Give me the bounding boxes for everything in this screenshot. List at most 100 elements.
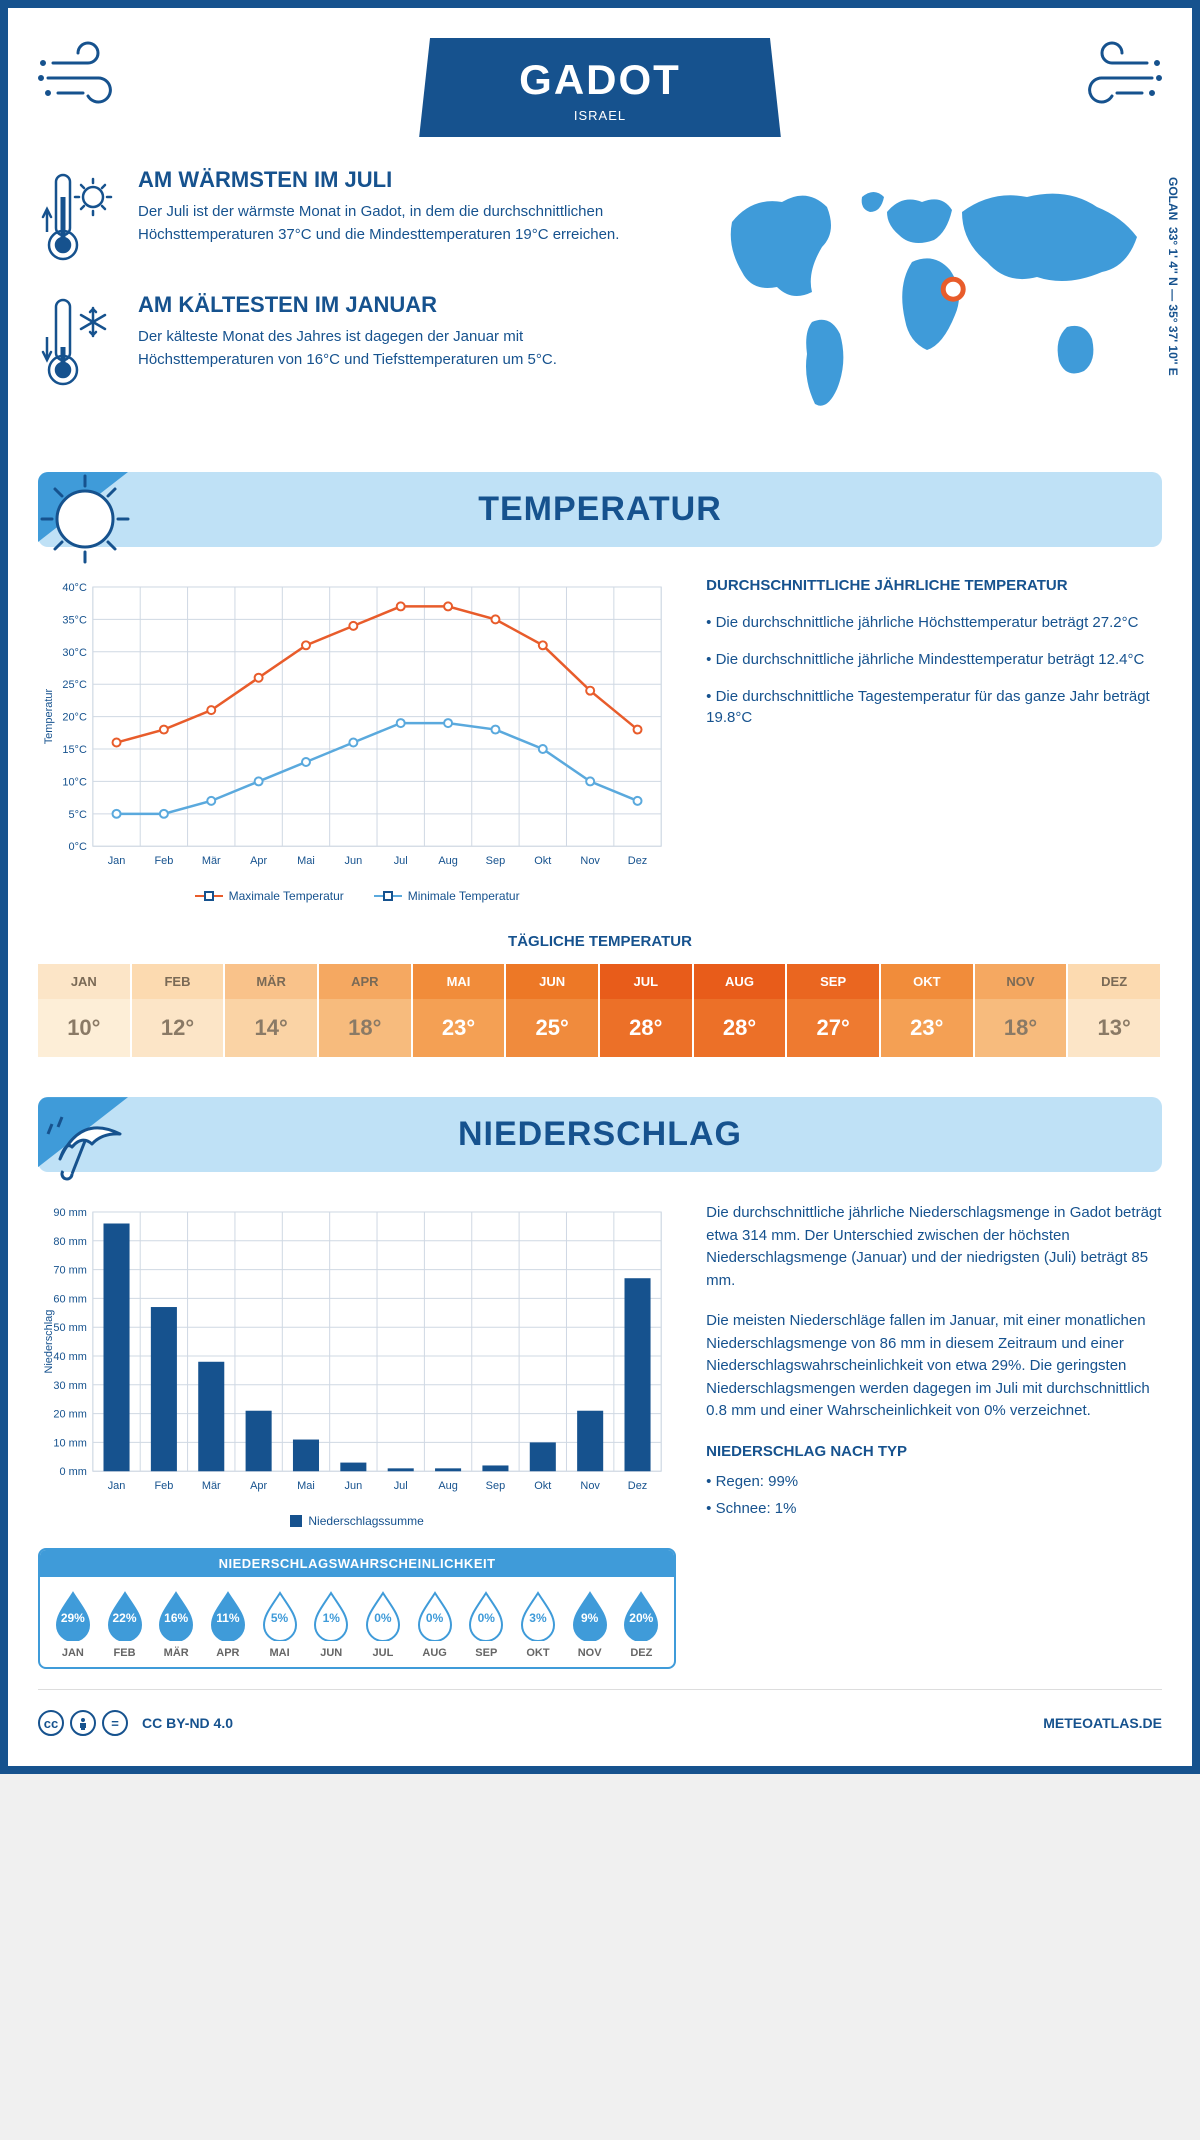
daily-value: 10° (38, 999, 132, 1057)
daily-month: JUN (506, 964, 600, 999)
svg-text:Niederschlag: Niederschlag (43, 1310, 55, 1374)
svg-text:20°C: 20°C (62, 712, 87, 724)
by-icon (70, 1710, 96, 1736)
svg-text:10°C: 10°C (62, 776, 87, 788)
svg-text:Aug: Aug (438, 855, 458, 867)
license-text: CC BY-ND 4.0 (142, 1715, 233, 1731)
world-map (682, 167, 1162, 427)
daily-month: FEB (132, 964, 226, 999)
svg-text:Nov: Nov (580, 855, 600, 867)
header: GADOT ISRAEL (38, 38, 1162, 137)
precipitation-title: NIEDERSCHLAG (38, 1115, 1162, 1154)
map-area: GOLAN 33° 1' 4'' N — 35° 37' 10'' E (682, 167, 1162, 432)
precipitation-legend: Niederschlagssumme (38, 1514, 676, 1528)
svg-text:Mai: Mai (297, 855, 315, 867)
probability-grid: 29% JAN 22% FEB 16% MÄR 11% (40, 1577, 674, 1667)
daily-value: 28° (600, 999, 694, 1057)
daily-month: JUL (600, 964, 694, 999)
svg-text:50 mm: 50 mm (53, 1322, 86, 1334)
prob-cell: 29% JAN (48, 1589, 98, 1659)
svg-text:Feb: Feb (154, 1480, 173, 1492)
nd-icon: = (102, 1710, 128, 1736)
svg-text:Jan: Jan (108, 855, 126, 867)
prob-cell: 20% DEZ (616, 1589, 666, 1659)
svg-text:Mai: Mai (297, 1480, 315, 1492)
title-banner: GADOT ISRAEL (419, 38, 781, 137)
prob-cell: 3% OKT (513, 1589, 563, 1659)
top-info: AM WÄRMSTEN IM JULI Der Juli ist der wär… (38, 167, 1162, 432)
temp-info-b2: • Die durchschnittliche jährliche Mindes… (706, 649, 1162, 670)
prob-cell: 9% NOV (565, 1589, 615, 1659)
daily-grid: JANFEBMÄRAPRMAIJUNJULAUGSEPOKTNOVDEZ10°1… (38, 962, 1162, 1057)
prob-cell: 5% MAI (255, 1589, 305, 1659)
svg-text:Aug: Aug (438, 1480, 458, 1492)
daily-month: MÄR (225, 964, 319, 999)
probability-title: NIEDERSCHLAGSWAHRSCHEINLICHKEIT (40, 1550, 674, 1577)
warmest-fact: AM WÄRMSTEN IM JULI Der Juli ist der wär… (38, 167, 642, 267)
daily-value: 12° (132, 999, 226, 1057)
svg-text:Sep: Sep (486, 855, 506, 867)
svg-text:Nov: Nov (580, 1480, 600, 1492)
cc-icon: cc (38, 1710, 64, 1736)
svg-text:Jul: Jul (394, 1480, 408, 1492)
temperature-legend: Maximale Temperatur Minimale Temperatur (38, 889, 676, 903)
svg-text:0 mm: 0 mm (59, 1466, 86, 1478)
page: GADOT ISRAEL (0, 0, 1200, 1774)
coldest-title: AM KÄLTESTEN IM JANUAR (138, 292, 642, 318)
prob-cell: 0% JUL (358, 1589, 408, 1659)
svg-text:30°C: 30°C (62, 647, 87, 659)
svg-text:0°C: 0°C (68, 841, 86, 853)
legend-max: Maximale Temperatur (195, 889, 344, 903)
svg-text:80 mm: 80 mm (53, 1236, 86, 1248)
daily-title: TÄGLICHE TEMPERATUR (38, 933, 1162, 950)
svg-text:Jun: Jun (345, 855, 363, 867)
svg-text:Okt: Okt (534, 855, 551, 867)
cc-icons: cc = CC BY-ND 4.0 (38, 1710, 233, 1736)
daily-month: MAI (413, 964, 507, 999)
precip-type-title: NIEDERSCHLAG NACH TYP (706, 1441, 1162, 1464)
temp-info-b1: • Die durchschnittliche jährliche Höchst… (706, 612, 1162, 633)
svg-text:35°C: 35°C (62, 614, 87, 626)
temp-facts: AM WÄRMSTEN IM JULI Der Juli ist der wär… (38, 167, 642, 432)
warmest-text: AM WÄRMSTEN IM JULI Der Juli ist der wär… (138, 167, 642, 267)
daily-value: 25° (506, 999, 600, 1057)
section-precipitation: NIEDERSCHLAG (38, 1097, 1162, 1172)
svg-text:Dez: Dez (628, 855, 647, 867)
prob-cell: 16% MÄR (151, 1589, 201, 1659)
coldest-text: AM KÄLTESTEN IM JANUAR Der kälteste Mona… (138, 292, 642, 392)
daily-month: SEP (787, 964, 881, 999)
svg-text:Okt: Okt (534, 1480, 551, 1492)
coldest-fact: AM KÄLTESTEN IM JANUAR Der kälteste Mona… (38, 292, 642, 392)
sun-icon (30, 464, 140, 574)
daily-value: 23° (881, 999, 975, 1057)
temperature-info: DURCHSCHNITTLICHE JÄHRLICHE TEMPERATUR •… (706, 577, 1162, 903)
svg-text:Jun: Jun (345, 1480, 363, 1492)
warmest-body: Der Juli ist der wärmste Monat in Gadot,… (138, 201, 642, 246)
daily-month: JAN (38, 964, 132, 999)
svg-text:15°C: 15°C (62, 744, 87, 756)
temperature-chart-svg: 0°C5°C10°C15°C20°C25°C30°C35°C40°CJanFeb… (38, 577, 676, 876)
prob-cell: 0% SEP (461, 1589, 511, 1659)
svg-text:30 mm: 30 mm (53, 1380, 86, 1392)
city-name: GADOT (519, 56, 681, 104)
daily-value: 14° (225, 999, 319, 1057)
svg-text:40 mm: 40 mm (53, 1351, 86, 1363)
legend-min-line (374, 895, 402, 897)
svg-text:Temperatur: Temperatur (43, 689, 55, 745)
wind-icon-left (38, 38, 138, 118)
prob-cell: 22% FEB (100, 1589, 150, 1659)
legend-precip: Niederschlagssumme (290, 1514, 423, 1528)
precip-rain: • Regen: 99% (706, 1471, 1162, 1494)
legend-min: Minimale Temperatur (374, 889, 520, 903)
svg-text:Apr: Apr (250, 1480, 267, 1492)
svg-text:25°C: 25°C (62, 679, 87, 691)
legend-precip-box (290, 1515, 302, 1527)
wind-icon-right (1062, 38, 1162, 118)
prob-cell: 1% JUN (306, 1589, 356, 1659)
precip-p1: Die durchschnittliche jährliche Niedersc… (706, 1202, 1162, 1292)
svg-text:40°C: 40°C (62, 582, 87, 594)
daily-value: 18° (975, 999, 1069, 1057)
daily-value: 13° (1068, 999, 1162, 1057)
site-name: METEOATLAS.DE (1043, 1715, 1162, 1731)
precipitation-chart-svg: 0 mm10 mm20 mm30 mm40 mm50 mm60 mm70 mm8… (38, 1202, 676, 1501)
